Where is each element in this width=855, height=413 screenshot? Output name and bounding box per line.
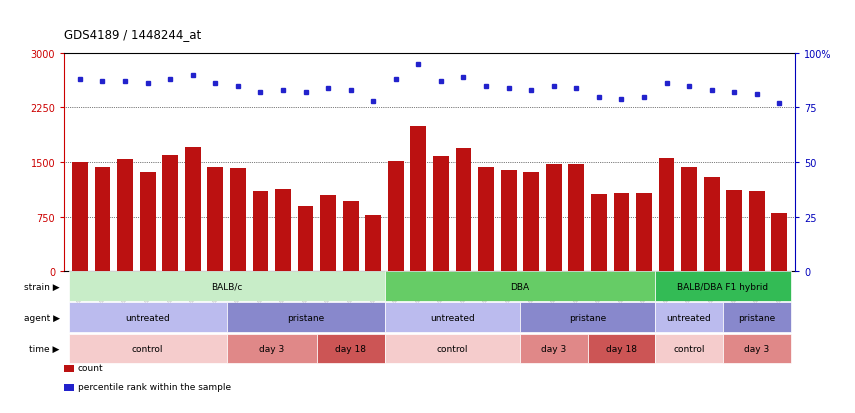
Bar xyxy=(523,173,539,272)
Bar xyxy=(139,172,156,272)
Bar xyxy=(727,190,742,272)
Text: pristane: pristane xyxy=(287,313,324,322)
Text: untreated: untreated xyxy=(667,313,711,322)
Text: time ▶: time ▶ xyxy=(29,344,60,353)
Text: control: control xyxy=(132,344,163,353)
Text: control: control xyxy=(674,344,705,353)
Bar xyxy=(343,202,358,272)
Bar xyxy=(208,168,223,272)
Text: day 3: day 3 xyxy=(259,344,285,353)
Bar xyxy=(72,163,88,272)
Bar xyxy=(771,214,787,272)
Text: day 18: day 18 xyxy=(606,344,637,353)
Text: BALB/c: BALB/c xyxy=(211,282,242,291)
Text: pristane: pristane xyxy=(569,313,606,322)
Bar xyxy=(410,126,427,272)
Bar xyxy=(614,193,629,272)
Bar xyxy=(433,157,449,272)
Bar xyxy=(298,206,314,272)
Bar xyxy=(117,160,133,272)
Bar xyxy=(591,195,607,272)
Bar xyxy=(501,171,516,272)
Text: BALB/DBA F1 hybrid: BALB/DBA F1 hybrid xyxy=(677,282,769,291)
Bar xyxy=(636,193,652,272)
Bar xyxy=(658,159,675,272)
Bar xyxy=(388,162,404,272)
Bar xyxy=(569,164,584,272)
Text: day 18: day 18 xyxy=(335,344,366,353)
Bar xyxy=(456,148,471,272)
Text: count: count xyxy=(78,363,103,372)
Text: DBA: DBA xyxy=(510,282,529,291)
Bar xyxy=(162,155,178,272)
Text: pristane: pristane xyxy=(738,313,775,322)
Text: untreated: untreated xyxy=(430,313,475,322)
Text: day 3: day 3 xyxy=(744,344,770,353)
Text: control: control xyxy=(436,344,468,353)
Bar xyxy=(478,168,494,272)
Bar xyxy=(321,195,336,272)
Text: GDS4189 / 1448244_at: GDS4189 / 1448244_at xyxy=(64,28,202,41)
Bar xyxy=(704,177,720,272)
Bar xyxy=(749,192,764,272)
Text: day 3: day 3 xyxy=(541,344,566,353)
Text: untreated: untreated xyxy=(125,313,170,322)
Bar xyxy=(365,215,381,272)
Bar xyxy=(275,190,291,272)
Bar xyxy=(230,169,245,272)
Bar xyxy=(252,192,268,272)
Text: percentile rank within the sample: percentile rank within the sample xyxy=(78,382,231,391)
Bar xyxy=(681,168,697,272)
Text: agent ▶: agent ▶ xyxy=(24,313,60,322)
Text: strain ▶: strain ▶ xyxy=(24,282,60,291)
Bar xyxy=(545,164,562,272)
Bar xyxy=(185,147,201,272)
Bar xyxy=(95,168,110,272)
